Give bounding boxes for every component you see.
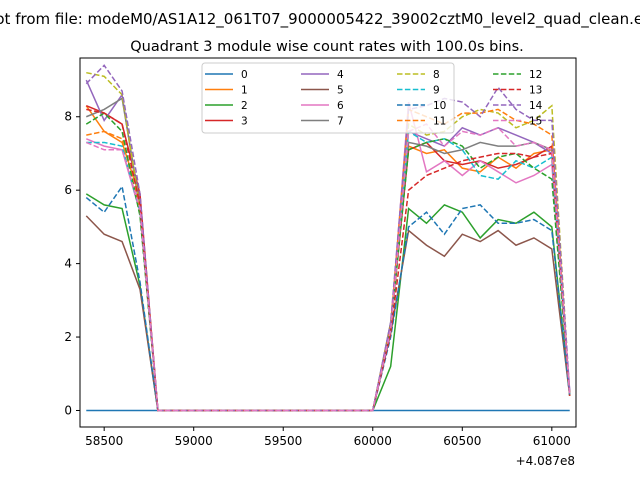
y-tick-label: 0 [64,403,72,417]
series-line-2 [85,193,571,412]
legend-label-6: 6 [337,100,344,112]
x-tick-label: 60500 [443,434,481,448]
x-tick-label: 59000 [175,434,213,448]
legend-label-11: 11 [433,116,446,128]
series-line-7 [85,97,571,412]
legend-label-0: 0 [241,69,248,81]
series-line-1 [85,105,571,412]
legend-label-9: 9 [433,85,440,97]
y-tick-label: 8 [64,110,72,124]
legend-label-3: 3 [241,116,248,128]
legend-label-4: 4 [337,69,344,81]
series-line-11 [86,108,571,412]
series-line-9 [86,130,571,412]
chart-title: Quadrant 3 module wise count rates with … [130,39,524,55]
x-tick-label: 60000 [354,434,392,448]
series-line-6 [85,101,571,412]
x-offset-label: +4.087e8 [516,454,575,468]
legend-label-10: 10 [433,100,446,112]
legend-label-14: 14 [529,100,543,112]
plot-frame [79,57,577,428]
series-line-12 [85,112,571,412]
series-line-3 [85,105,571,412]
y-axis: 0 2 4 6 8 [64,110,80,417]
legend-label-5: 5 [337,85,344,97]
y-tick-label: 6 [64,183,72,197]
chart-suptitle: Plot from file: modeM0/AS1A12_061T07_900… [0,10,640,29]
legend-label-15: 15 [529,116,542,128]
x-tick-label: 58500 [85,434,123,448]
legend-label-1: 1 [241,85,248,97]
legend-label-13: 13 [529,85,542,97]
legend-box [201,62,455,134]
legend-label-7: 7 [337,116,344,128]
series-line-15 [85,123,571,412]
series-line-5 [85,215,571,412]
legend-label-2: 2 [241,100,248,112]
series-line-13 [86,108,571,412]
x-tick-label: 61000 [533,434,571,448]
legend-label-12: 12 [529,69,542,81]
x-axis: 58500 59000 59500 60000 60500 61000 [85,427,571,448]
legend-label-8: 8 [433,69,440,81]
x-tick-label: 59500 [264,434,302,448]
y-tick-label: 2 [64,330,72,344]
y-tick-label: 4 [64,257,72,271]
plot-area [85,64,571,412]
